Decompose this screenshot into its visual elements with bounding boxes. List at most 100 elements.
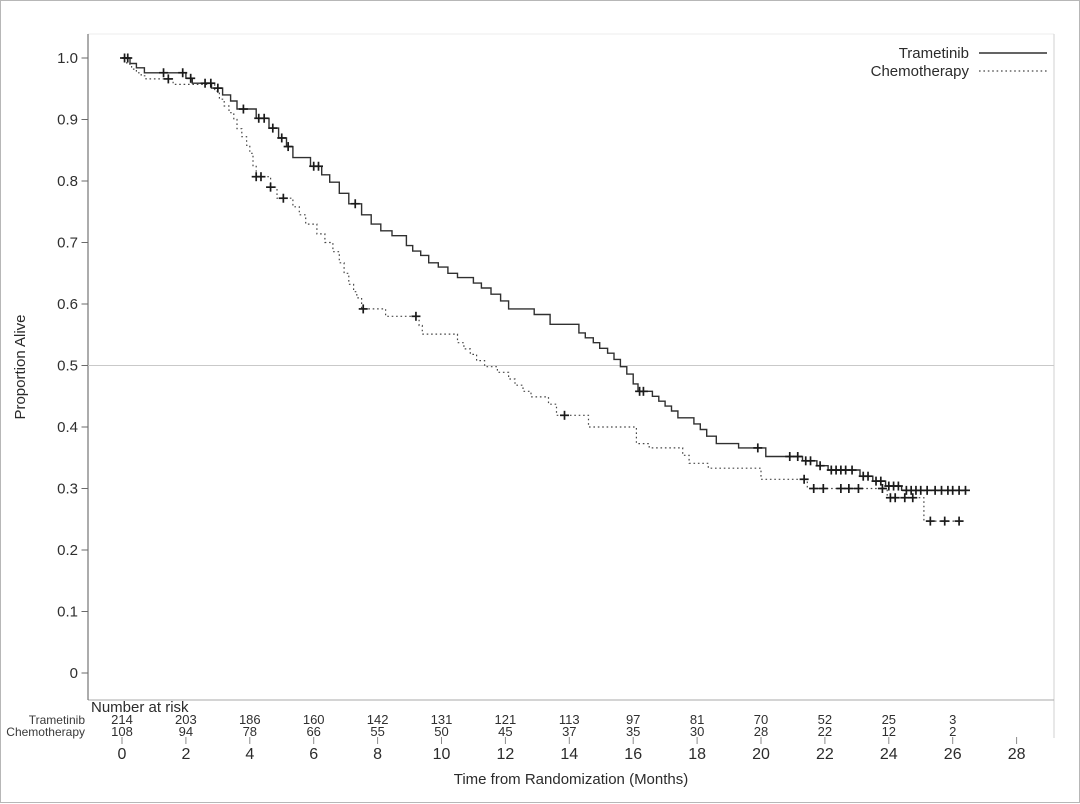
x-tick-label: 26 xyxy=(944,746,962,763)
censor-mark-chemotherapy xyxy=(853,484,863,493)
x-ticks-layer: 0 2 4 6 8 10 12 14 16 18 20 22 24 26 28 xyxy=(118,737,1026,763)
risk-value-trametinib: 214 xyxy=(111,712,133,727)
x-axis-title: Time from Randomization (Months) xyxy=(454,771,689,788)
risk-value-trametinib: 131 xyxy=(431,712,453,727)
legend-label-trametinib: Trametinib xyxy=(899,45,969,62)
y-tick-label: 0 xyxy=(70,665,78,682)
censor-mark-chemotherapy xyxy=(844,484,854,493)
y-tick-label: 0.4 xyxy=(57,419,78,436)
censor-mark-chemotherapy xyxy=(411,311,421,321)
censor-mark-chemotherapy xyxy=(818,484,828,493)
risk-value-trametinib: 70 xyxy=(754,712,768,727)
censor-mark-trametinib xyxy=(213,83,223,93)
censor-marks-layer xyxy=(120,53,970,526)
risk-value-chemotherapy: 94 xyxy=(179,724,193,739)
y-tick-label: 0.3 xyxy=(57,481,78,498)
y-tick-label: 0.1 xyxy=(57,604,78,621)
censor-mark-chemotherapy xyxy=(940,516,950,526)
censor-mark-trametinib xyxy=(863,471,873,481)
censor-mark-trametinib xyxy=(206,78,216,88)
censor-mark-trametinib xyxy=(753,443,763,453)
risk-table-title: Number at risk xyxy=(91,699,189,716)
risk-value-chemotherapy: 50 xyxy=(434,724,448,739)
censor-mark-trametinib xyxy=(638,386,648,396)
censor-mark-trametinib xyxy=(793,452,803,462)
risk-value-trametinib: 81 xyxy=(690,712,704,727)
censor-mark-chemotherapy xyxy=(836,484,846,493)
censor-mark-trametinib xyxy=(806,456,816,466)
risk-value-chemotherapy: 30 xyxy=(690,724,704,739)
risk-value-trametinib: 113 xyxy=(559,712,580,727)
risk-value-chemotherapy: 55 xyxy=(370,724,384,739)
y-tick-label: 0.5 xyxy=(57,358,78,375)
y-tick-label: 0.8 xyxy=(57,173,78,190)
risk-value-trametinib: 186 xyxy=(239,712,261,727)
x-tick-label: 2 xyxy=(181,746,190,763)
censor-mark-chemotherapy xyxy=(266,182,276,192)
x-tick-label: 22 xyxy=(816,746,834,763)
censor-mark-trametinib xyxy=(159,68,169,78)
risk-value-chemotherapy: 78 xyxy=(243,724,257,739)
risk-values-layer: 214 203 186 160 142 131 121 113 97 81 70 52 25 3 108 94… xyxy=(111,712,956,739)
risk-value-trametinib: 203 xyxy=(175,712,197,727)
censor-mark-chemotherapy xyxy=(877,484,887,493)
risk-value-chemotherapy: 28 xyxy=(754,724,768,739)
x-tick-label: 6 xyxy=(309,746,318,763)
x-tick-label: 12 xyxy=(497,746,515,763)
risk-value-chemotherapy: 35 xyxy=(626,724,640,739)
censor-mark-trametinib xyxy=(238,104,248,114)
censor-mark-trametinib xyxy=(922,485,932,495)
risk-value-chemotherapy: 12 xyxy=(882,724,896,739)
y-tick-label: 0.7 xyxy=(57,235,78,252)
x-tick-label: 14 xyxy=(560,746,578,763)
risk-value-chemotherapy: 45 xyxy=(498,724,512,739)
y-ticks-layer: 1.0 0.9 0.8 0.7 0.6 0.5 0.4 0.3 0.2 0.1 0 xyxy=(57,50,88,682)
censor-mark-chemotherapy xyxy=(908,493,918,503)
censor-mark-trametinib xyxy=(847,465,857,475)
survival-curves-layer xyxy=(122,57,968,522)
risk-value-chemotherapy: 108 xyxy=(111,724,133,739)
risk-row-label-trametinib: Trametinib xyxy=(29,713,86,727)
censor-mark-chemotherapy xyxy=(163,74,173,84)
censor-mark-chemotherapy xyxy=(890,493,900,503)
x-tick-label: 18 xyxy=(688,746,706,763)
risk-value-trametinib: 52 xyxy=(818,712,832,727)
censor-mark-chemotherapy xyxy=(358,304,368,314)
risk-row-label-chemotherapy: Chemotherapy xyxy=(6,725,85,739)
censor-mark-trametinib xyxy=(785,452,795,462)
censor-mark-chemotherapy xyxy=(954,516,964,526)
censor-mark-chemotherapy xyxy=(560,410,570,420)
x-tick-label: 10 xyxy=(433,746,451,763)
censor-mark-trametinib xyxy=(277,133,287,143)
censor-mark-trametinib xyxy=(178,68,188,78)
censor-mark-chemotherapy xyxy=(900,493,910,503)
censor-mark-chemotherapy xyxy=(799,474,809,484)
censor-mark-trametinib xyxy=(893,481,903,491)
x-tick-label: 4 xyxy=(245,746,254,763)
x-tick-label: 20 xyxy=(752,746,770,763)
x-tick-label: 8 xyxy=(373,746,382,763)
censor-mark-chemotherapy xyxy=(256,172,266,182)
risk-value-chemotherapy: 22 xyxy=(818,724,832,739)
risk-value-chemotherapy: 37 xyxy=(562,724,576,739)
y-tick-label: 0.2 xyxy=(57,542,78,559)
censor-mark-chemotherapy xyxy=(925,516,935,526)
risk-value-chemotherapy: 66 xyxy=(306,724,320,739)
risk-value-trametinib: 121 xyxy=(495,712,517,727)
censor-mark-trametinib xyxy=(876,476,886,486)
y-tick-label: 1.0 xyxy=(57,50,78,67)
x-tick-label: 28 xyxy=(1008,746,1026,763)
x-tick-label: 0 xyxy=(118,746,127,763)
censor-mark-trametinib xyxy=(350,199,360,209)
risk-value-trametinib: 97 xyxy=(626,712,640,727)
legend-label-chemotherapy: Chemotherapy xyxy=(871,63,970,80)
censor-mark-trametinib xyxy=(283,142,293,152)
risk-value-trametinib: 160 xyxy=(303,712,325,727)
censor-mark-trametinib xyxy=(123,53,133,63)
censor-mark-trametinib xyxy=(815,461,825,471)
censor-mark-trametinib xyxy=(186,73,196,83)
censor-mark-trametinib xyxy=(313,161,323,171)
y-tick-label: 0.6 xyxy=(57,296,78,313)
